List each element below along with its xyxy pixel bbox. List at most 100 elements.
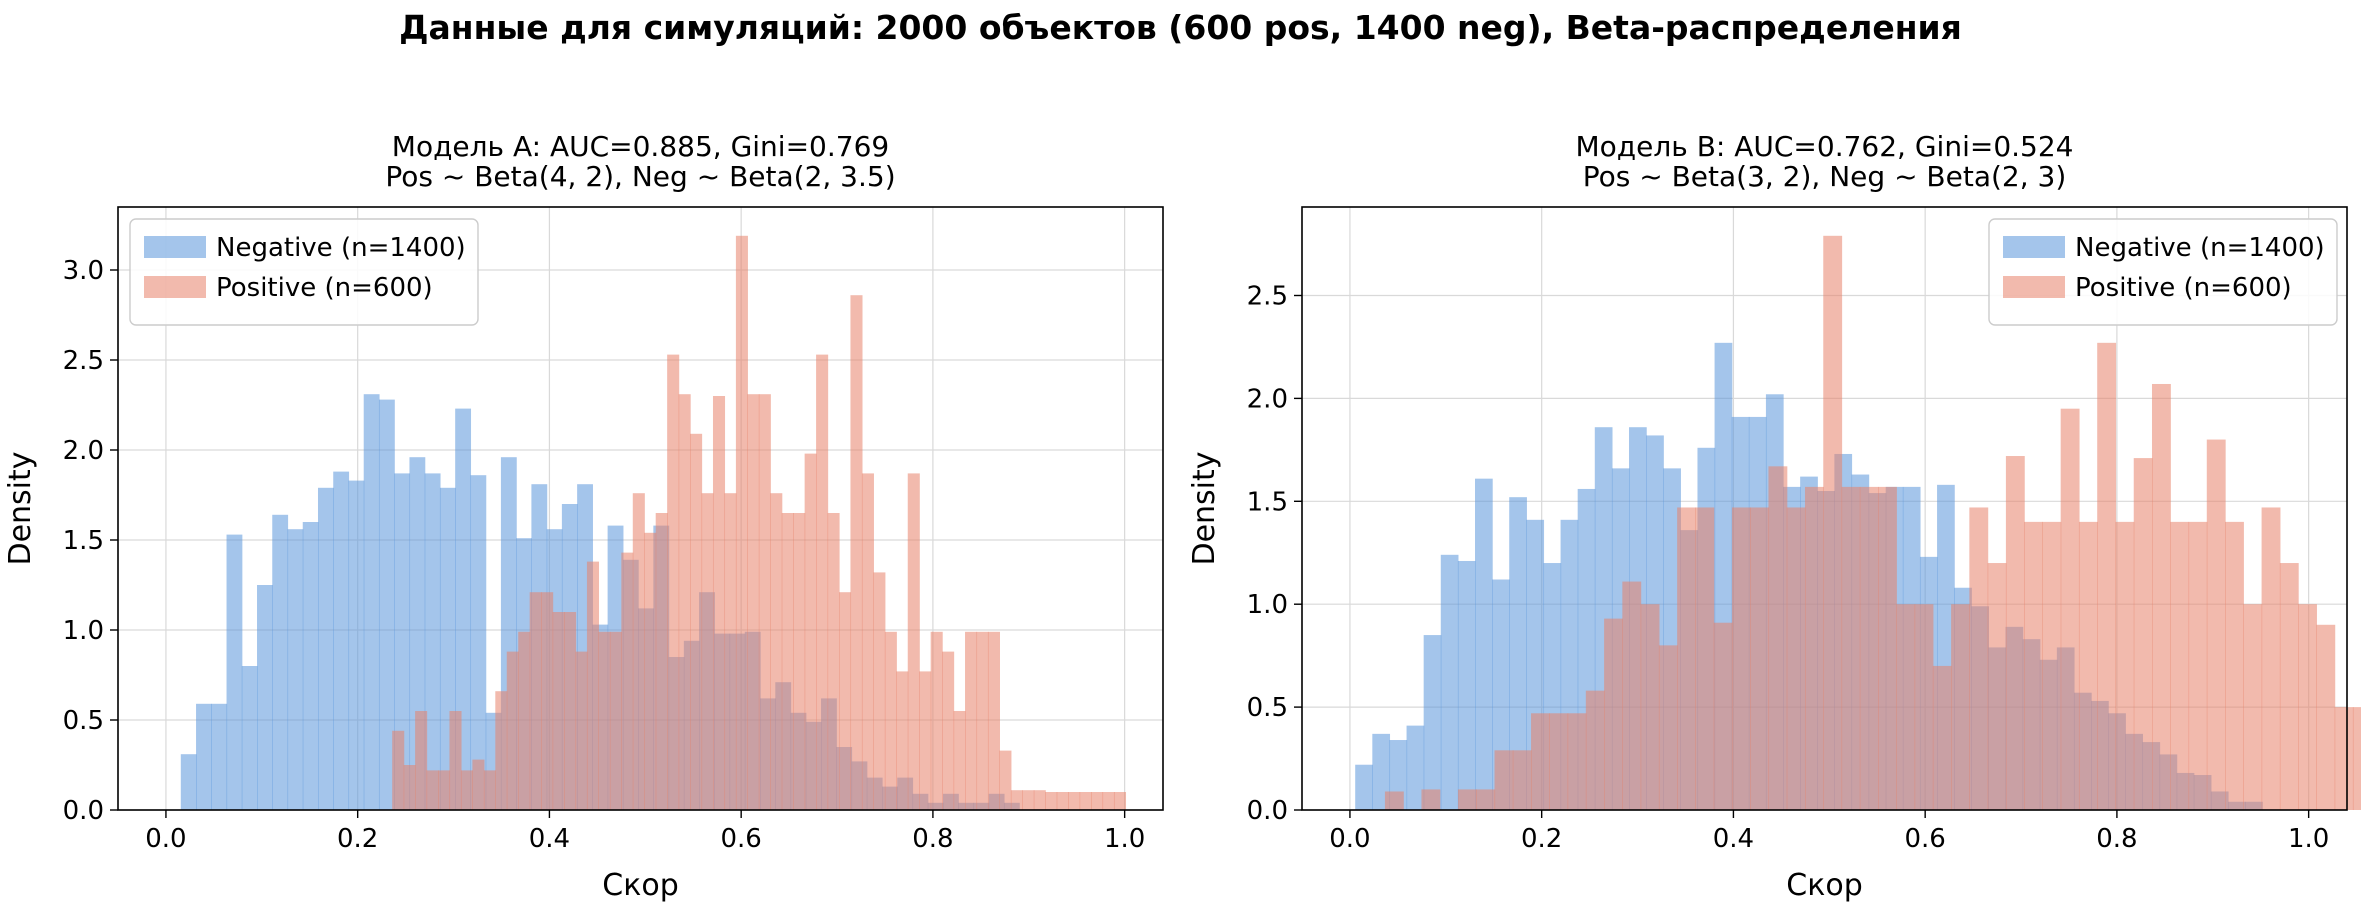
histogram-bar bbox=[2170, 521, 2190, 810]
chart-panel-model-b: 0.0 0.2 0.4 0.6 0.8 1.0 0.0 0.5 1.0 1.5 2.0 2.5 Скор… bbox=[1187, 130, 2361, 903]
histogram-bar bbox=[378, 399, 395, 810]
histogram-bar bbox=[302, 522, 319, 810]
histogram-bar bbox=[804, 453, 817, 810]
x-tick-label: 0.6 bbox=[1904, 824, 1945, 854]
histogram-bar bbox=[1585, 690, 1605, 810]
histogram-bar bbox=[1841, 486, 1861, 810]
histogram-bar bbox=[426, 770, 439, 810]
histogram-bar bbox=[2352, 707, 2361, 810]
histogram-bar bbox=[1010, 790, 1023, 810]
histogram-bar bbox=[1932, 665, 1952, 810]
histogram-bar bbox=[1102, 792, 1115, 810]
y-tick-label: 0.0 bbox=[1247, 796, 1288, 826]
histogram-bar bbox=[1384, 791, 1404, 810]
histogram-bar bbox=[1512, 750, 1532, 810]
histogram-bar bbox=[953, 711, 966, 810]
series-positive bbox=[1384, 235, 2361, 811]
histogram-bar bbox=[1113, 792, 1127, 810]
histogram-bar bbox=[564, 612, 577, 810]
histogram-bar bbox=[1509, 497, 1527, 810]
histogram-bar bbox=[2261, 507, 2281, 810]
histogram-bar bbox=[226, 534, 243, 810]
y-tick-label: 2.5 bbox=[1247, 281, 1288, 311]
x-tick-label: 0.0 bbox=[1329, 824, 1370, 854]
histogram-bar bbox=[827, 513, 840, 810]
histogram-bar bbox=[621, 552, 634, 810]
x-tick-label: 0.2 bbox=[337, 824, 378, 854]
legend-label: Positive (n=600) bbox=[216, 273, 433, 303]
histogram-bar bbox=[1475, 478, 1493, 810]
histogram-bar bbox=[999, 750, 1012, 810]
y-tick-label: 0.5 bbox=[1247, 693, 1288, 723]
histogram-bar bbox=[1914, 604, 1934, 810]
histogram-bar bbox=[348, 480, 365, 810]
histogram-bar bbox=[2334, 707, 2354, 810]
figure-title: Данные для симуляций: 2000 объектов (600… bbox=[399, 8, 1962, 47]
histogram-bar bbox=[1713, 622, 1733, 810]
y-axis-label: Density bbox=[1187, 451, 1222, 565]
histogram-bar bbox=[1658, 645, 1678, 810]
y-tick-label: 1.5 bbox=[63, 526, 104, 556]
histogram-bar bbox=[850, 295, 863, 810]
subplot-title-line: Pos ~ Beta(3, 2), Neg ~ Beta(2, 3) bbox=[1583, 160, 2067, 193]
histogram-bar bbox=[701, 493, 714, 810]
x-tick-label: 1.0 bbox=[1104, 824, 1145, 854]
legend-swatch bbox=[144, 276, 206, 298]
y-tick-label: 2.0 bbox=[1247, 384, 1288, 414]
legend-label: Negative (n=1400) bbox=[216, 233, 466, 263]
histogram-bar bbox=[1494, 750, 1514, 810]
histogram-bar bbox=[2133, 458, 2153, 810]
histogram-bar bbox=[1567, 713, 1587, 810]
histogram-bar bbox=[438, 770, 451, 810]
histogram-bar bbox=[2042, 521, 2062, 810]
histogram-bar bbox=[930, 631, 943, 810]
histogram-bar bbox=[1969, 507, 1989, 810]
histogram-bar bbox=[2206, 439, 2226, 810]
histogram-bar bbox=[392, 730, 405, 810]
histogram-bar bbox=[655, 513, 668, 810]
histogram-bar bbox=[884, 631, 897, 810]
histogram-bar bbox=[712, 396, 726, 810]
histogram-bar bbox=[1079, 792, 1092, 810]
histogram-bar bbox=[1804, 486, 1824, 810]
histogram-bar bbox=[965, 631, 978, 810]
histogram-bar bbox=[861, 473, 874, 810]
y-axis-label: Density bbox=[3, 451, 38, 565]
histogram-bar bbox=[575, 651, 588, 810]
histogram-bar bbox=[873, 572, 886, 810]
subplot-title-line: Модель B: AUC=0.762, Gini=0.524 bbox=[1576, 130, 2074, 163]
axes-frame bbox=[1301, 206, 2348, 811]
y-tick-label: 1.5 bbox=[1247, 487, 1288, 517]
histogram-bar bbox=[415, 711, 428, 810]
histogram-bar bbox=[1440, 554, 1459, 810]
histogram-bar bbox=[598, 631, 611, 810]
histogram-bar bbox=[724, 493, 737, 810]
histogram-bar bbox=[2243, 604, 2263, 810]
x-axis-label: Скор bbox=[1786, 868, 1862, 903]
histogram-bar bbox=[455, 408, 472, 810]
axes-frame bbox=[117, 206, 1164, 811]
histogram-bar bbox=[2188, 521, 2208, 810]
histogram-bar bbox=[2225, 521, 2244, 810]
y-tick-label: 0.5 bbox=[63, 706, 104, 736]
x-tick-label: 0.4 bbox=[529, 824, 570, 854]
legend-label: Negative (n=1400) bbox=[2075, 233, 2325, 263]
histogram-bar bbox=[460, 770, 473, 810]
histogram-bar bbox=[1457, 789, 1477, 810]
histogram-bar bbox=[896, 671, 909, 810]
x-tick-label: 0.4 bbox=[1713, 824, 1754, 854]
histogram-bar bbox=[907, 473, 920, 810]
histogram-bar bbox=[816, 354, 829, 810]
legend: Negative (n=1400) Positive (n=600) bbox=[1988, 218, 2338, 326]
histogram-bar bbox=[180, 754, 197, 810]
histogram-bar bbox=[2151, 383, 2171, 810]
histogram-bar bbox=[1750, 507, 1770, 810]
histogram-bar bbox=[1951, 604, 1970, 810]
histogram-bar bbox=[793, 513, 806, 810]
histogram-bar bbox=[2060, 408, 2080, 810]
histogram-bar bbox=[1549, 713, 1569, 810]
histogram-bar bbox=[678, 394, 691, 810]
histogram-bar bbox=[1640, 604, 1660, 810]
histogram-bar bbox=[1457, 560, 1476, 810]
